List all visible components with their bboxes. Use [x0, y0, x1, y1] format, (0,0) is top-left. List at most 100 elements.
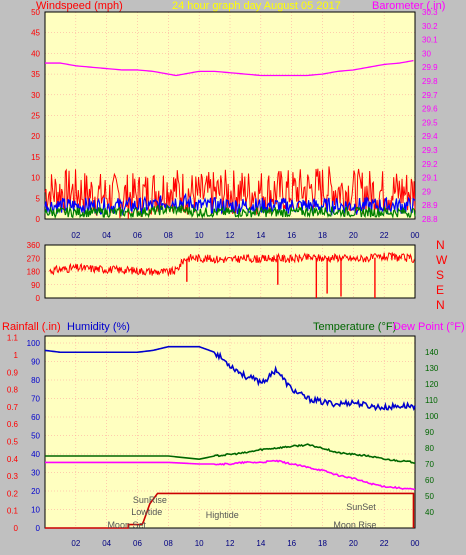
wind-y-tick-label: 0: [36, 215, 41, 224]
wind-grid: [44, 11, 416, 220]
climate-x-tick-label: 18: [318, 539, 327, 548]
wind-y-tick-label: 25: [31, 112, 40, 121]
humidity-y-tick-label: 60: [31, 413, 40, 422]
humidity-y-tick-label: 70: [31, 395, 40, 404]
temperature-axis-label: Temperature (°F): [313, 321, 396, 333]
humidity-y-tick-label: 90: [31, 358, 40, 367]
wind-y-tick-label: 45: [31, 29, 40, 38]
temperature-y-tick-label: 120: [425, 380, 439, 389]
rain-y-tick-label: 0.3: [7, 472, 19, 481]
temperature-y-tick-label: 60: [425, 476, 434, 485]
climate-x-tick-label: 10: [195, 539, 204, 548]
winddir-y-tick-label: 0: [36, 294, 41, 303]
barometer-y-tick-label: 29.3: [422, 146, 438, 155]
dir-letter-w: W: [436, 253, 448, 267]
wind-y-ticks: 0 5 10 15 20 25 30 35 40 45 50: [31, 8, 40, 224]
climate-grid: [44, 335, 416, 529]
humidity-y-tick-label: 40: [31, 450, 40, 459]
temperature-y-tick-label: 40: [425, 508, 434, 517]
winddir-y-tick-label: 360: [27, 241, 41, 250]
barometer-y-tick-label: 28.9: [422, 201, 438, 210]
barometer-line: [45, 59, 414, 77]
wind-x-tick-label: 02: [71, 231, 80, 240]
climate-x-tick-label: 20: [349, 539, 358, 548]
climate-x-tick-label: 04: [102, 539, 111, 548]
wind-y-tick-label: 50: [31, 8, 40, 17]
rain-y-tick-label: 0: [14, 524, 19, 533]
barometer-y-tick-label: 28.8: [422, 215, 438, 224]
wind-plot-border: [44, 11, 416, 220]
dir-letter-n-bottom: N: [436, 298, 445, 312]
winddir-series-group: [49, 251, 415, 298]
annotation-label: Lowtide: [131, 507, 162, 517]
humidity-series-line: [44, 345, 416, 412]
wind-x-ticks: 02 04 06 08 10 12 14 16 18 20 22 00: [71, 231, 420, 240]
barometer-y-tick-label: 30: [422, 49, 431, 58]
winddir-grid: [44, 244, 416, 299]
wind-y-tick-label: 5: [36, 194, 41, 203]
climate-x-tick-label: 22: [380, 539, 389, 548]
wind-x-tick-label: 14: [256, 231, 265, 240]
wind-y-tick-label: 40: [31, 49, 40, 58]
winddir-plot-border: [44, 244, 416, 299]
rain-y-ticks: 0 0.1 0.2 0.3 0.4 0.5 0.6 0.7 0.8 0.9 1 1.1: [7, 334, 19, 533]
humidity-y-tick-label: 80: [31, 376, 40, 385]
rain-y-tick-label: 0.4: [7, 455, 19, 464]
climate-x-tick-label: 12: [226, 539, 235, 548]
wind-x-tick-label: 16: [287, 231, 296, 240]
humidity-y-tick-label: 0: [36, 524, 41, 533]
rain-y-tick-label: 0.7: [7, 403, 19, 412]
annotations-group: SunRise Lowtide Moon Set Hightide SunSet Moon…: [107, 495, 376, 530]
wind-y-tick-label: 30: [31, 91, 40, 100]
windspeed-axis-label: Windspeed (mph): [36, 0, 123, 12]
temperature-series-line: [45, 443, 416, 464]
humidity-y-tick-label: 20: [31, 487, 40, 496]
humidity-y-tick-label: 100: [27, 339, 41, 348]
barometer-y-tick-label: 29.1: [422, 174, 438, 183]
winddir-y-tick-label: 270: [27, 254, 41, 263]
direction-letters: N W S E N: [436, 238, 448, 312]
winddir-y-ticks: 0 90 180 270 360: [27, 241, 41, 303]
temperature-y-tick-label: 100: [425, 412, 439, 421]
barometer-y-tick-label: 29.9: [422, 63, 438, 72]
winddir-y-tick-label: 180: [27, 268, 41, 277]
humidity-y-tick-label: 50: [31, 432, 40, 441]
chart-title: 24 hour graph day August 05 2017: [172, 0, 341, 12]
wind-x-tick-label: 10: [195, 231, 204, 240]
temperature-y-tick-label: 50: [425, 492, 434, 501]
rain-y-tick-label: 1.1: [7, 334, 19, 343]
winddir-y-tick-label: 90: [31, 281, 40, 290]
annotation-label: Hightide: [206, 510, 239, 520]
wind-x-tick-label: 00: [411, 231, 420, 240]
climate-series-group: [44, 345, 416, 529]
annotation-label: Moon Rise: [333, 520, 376, 530]
dir-letter-e: E: [436, 283, 444, 297]
annotation-label: SunSet: [346, 502, 376, 512]
climate-x-tick-label: 08: [164, 539, 173, 548]
temperature-y-tick-label: 70: [425, 460, 434, 469]
temperature-y-tick-label: 140: [425, 348, 439, 357]
rain-y-tick-label: 0.2: [7, 489, 19, 498]
temperature-y-tick-label: 130: [425, 364, 439, 373]
wind-x-tick-label: 18: [318, 231, 327, 240]
annotation-label: SunRise: [133, 495, 167, 505]
climate-x-tick-label: 00: [411, 539, 420, 548]
wind-y-tick-label: 15: [31, 153, 40, 162]
rain-y-tick-label: 0.5: [7, 438, 19, 447]
wind-x-tick-label: 20: [349, 231, 358, 240]
winddir-series-line: [49, 251, 415, 278]
humidity-y-tick-label: 30: [31, 469, 40, 478]
rain-y-tick-label: 0.8: [7, 386, 19, 395]
temperature-y-tick-label: 80: [425, 444, 434, 453]
climate-x-tick-label: 14: [256, 539, 265, 548]
barometer-y-tick-label: 29.8: [422, 77, 438, 86]
wind-x-tick-label: 22: [380, 231, 389, 240]
humidity-y-tick-label: 10: [31, 506, 40, 515]
barometer-y-tick-label: 30.2: [422, 22, 438, 31]
dir-letter-s: S: [436, 268, 444, 282]
temperature-y-tick-label: 110: [425, 396, 438, 405]
climate-x-tick-label: 16: [287, 539, 296, 548]
temperature-y-ticks: 40 50 60 70 80 90 100 110 120 130 140: [425, 348, 439, 517]
